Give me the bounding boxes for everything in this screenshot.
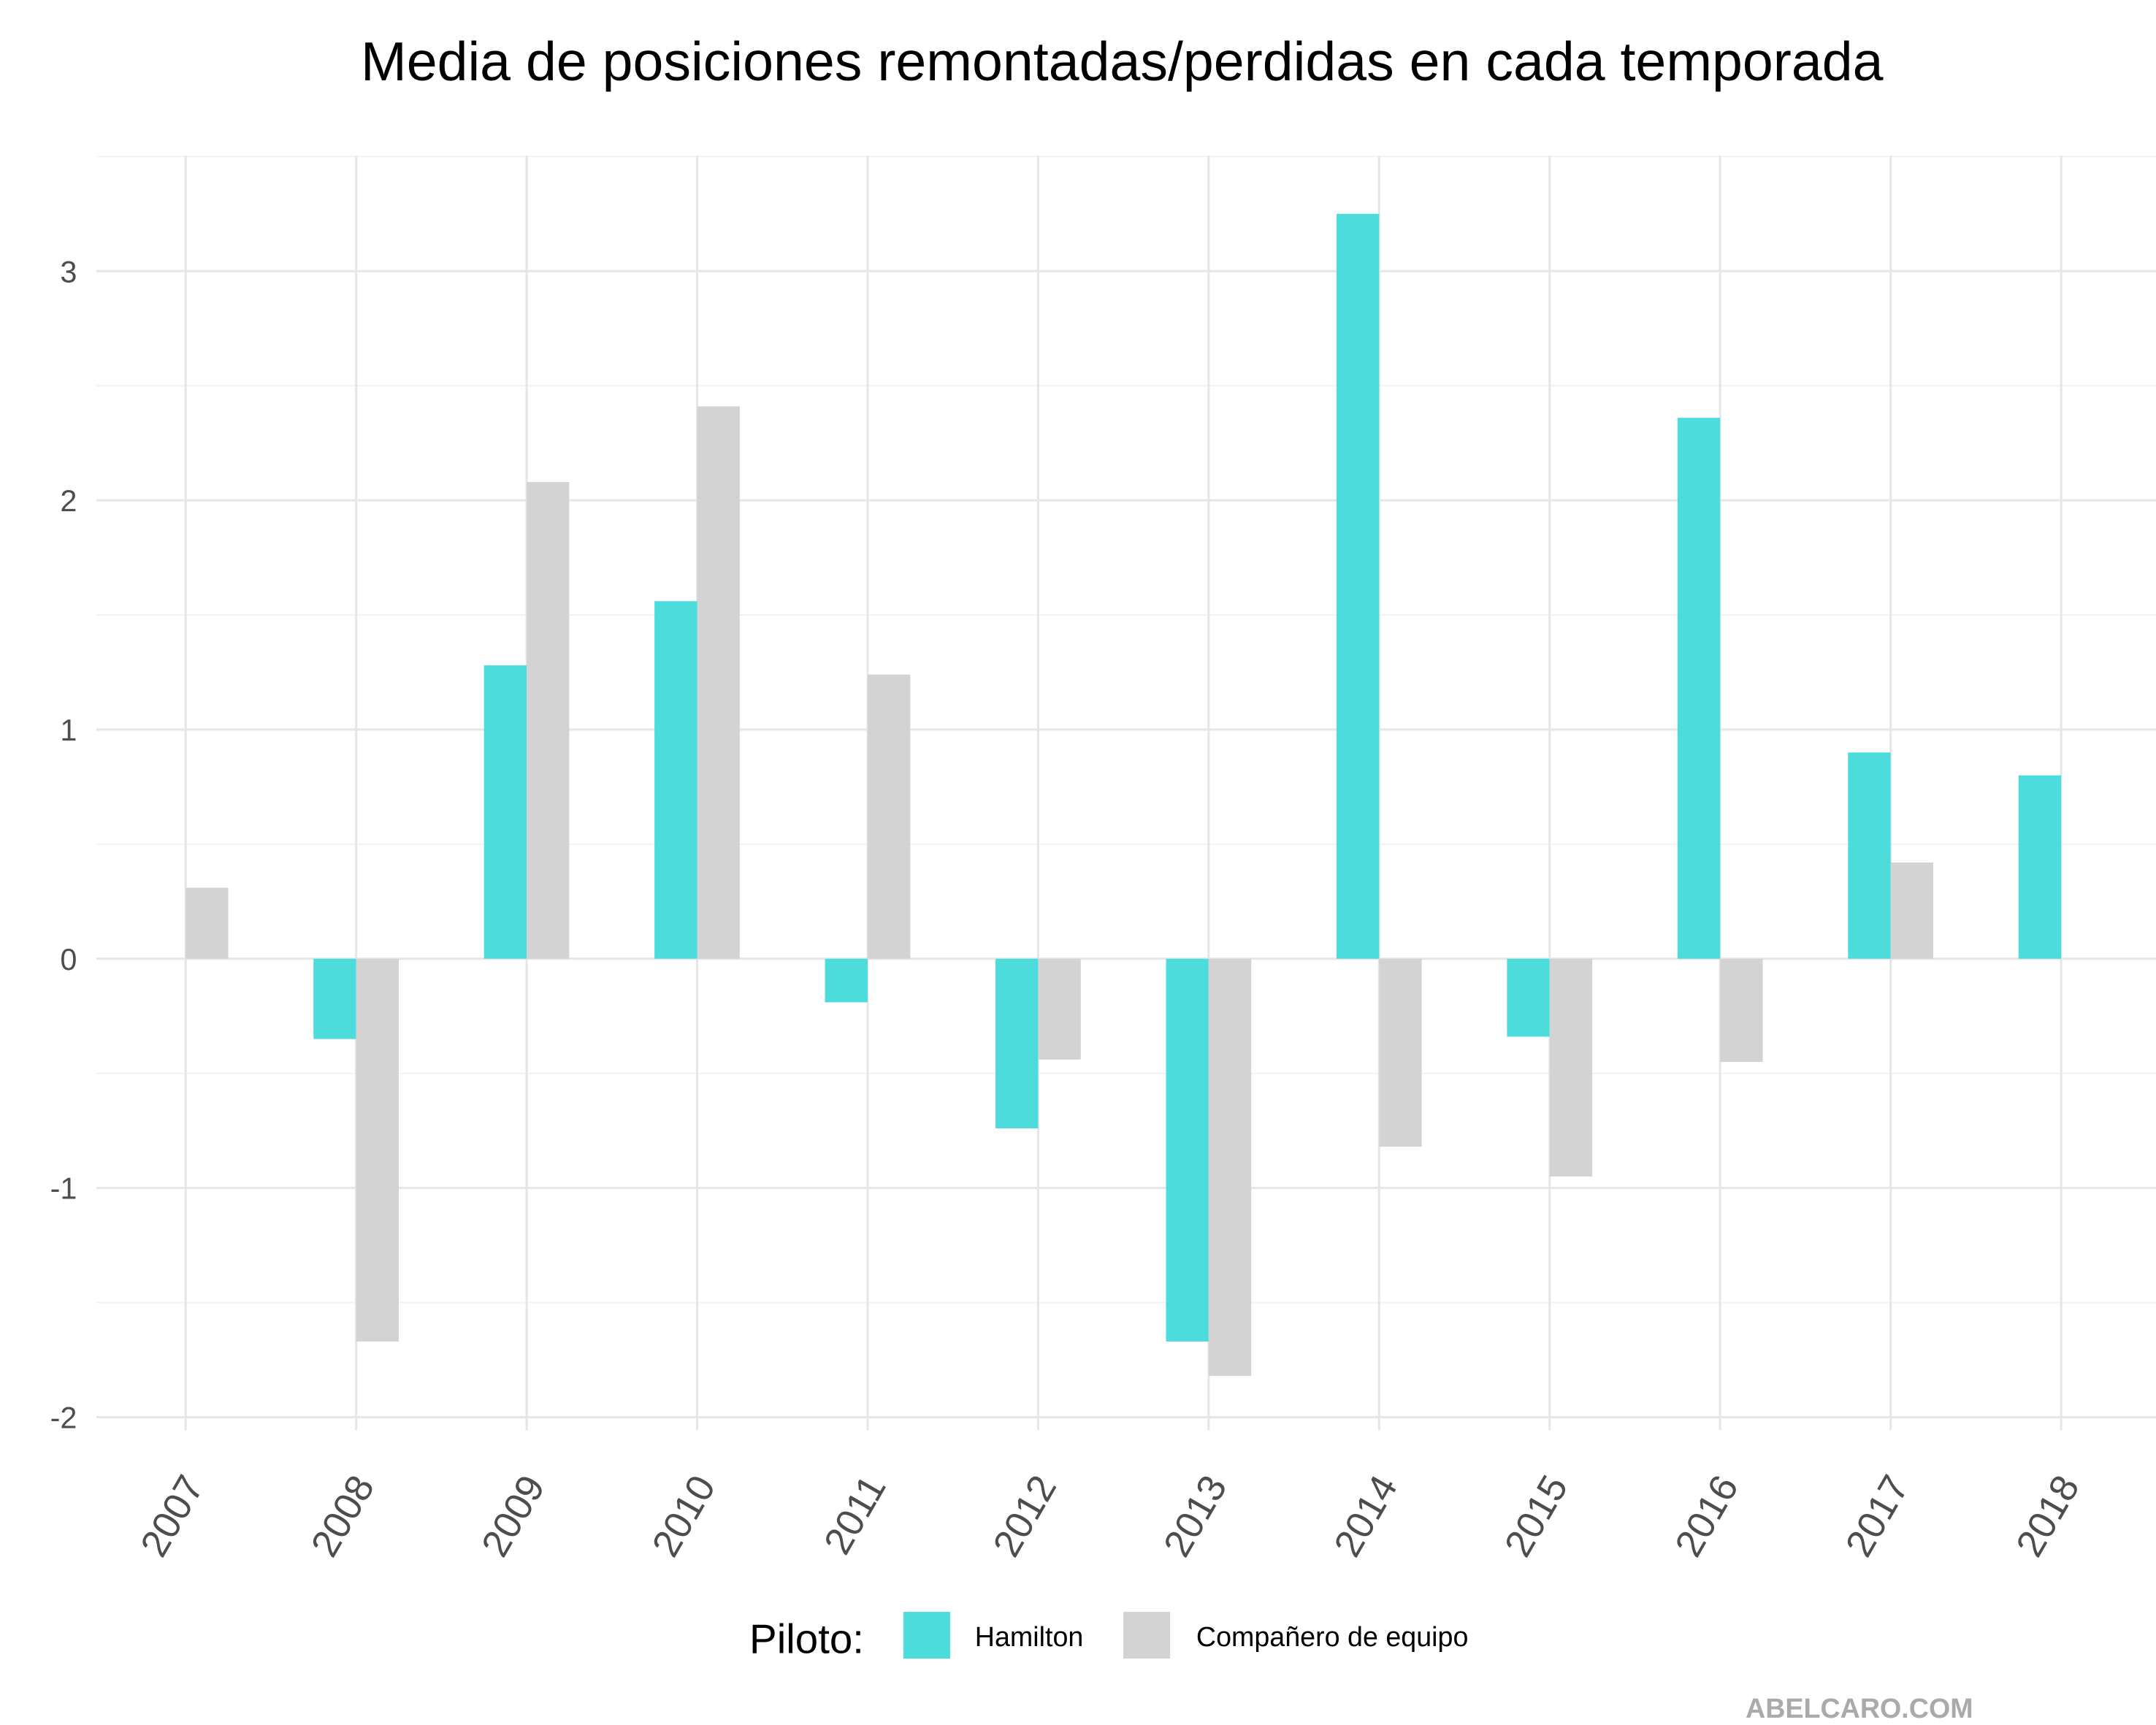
bar-companero-2012: [1038, 958, 1081, 1060]
bar-hamilton-2013: [1166, 958, 1209, 1342]
bar-companero-2009: [527, 482, 570, 959]
bar-hamilton-2014: [1336, 213, 1380, 959]
bar-companero-2014: [1379, 958, 1422, 1147]
bar-companero-2017: [1890, 862, 1934, 959]
x-tick-label: 2014: [1326, 1468, 1406, 1564]
x-axis: 2007 2008 2009 2010 2011 2012 2013 2014 2015 2016…: [132, 1468, 2088, 1564]
x-tick-label: 2009: [473, 1468, 554, 1564]
bar-companero-2013: [1208, 958, 1252, 1376]
x-tick-label: 2007: [132, 1468, 213, 1564]
bar-hamilton-2009: [483, 665, 527, 959]
chart-title: Media de posiciones remontadas/perdidas …: [361, 31, 1884, 92]
bar-hamilton-2012: [995, 958, 1039, 1129]
bar-companero-2016: [1720, 958, 1763, 1063]
x-tick-label: 2016: [1667, 1468, 1747, 1564]
x-tick-label: 2018: [2008, 1468, 2088, 1564]
legend: Piloto: Hamilton Compañero de equipo: [749, 1612, 1469, 1662]
bars: [186, 213, 2062, 1376]
legend-label-hamilton: Hamilton: [975, 1621, 1084, 1652]
bar-companero-2007: [186, 887, 229, 959]
y-tick-label: -1: [50, 1172, 77, 1206]
bar-hamilton-2017: [1848, 752, 1891, 959]
grid: [96, 156, 2156, 1431]
bar-hamilton-2011: [825, 958, 868, 1003]
bar-companero-2015: [1549, 958, 1593, 1177]
legend-label-companero: Compañero de equipo: [1196, 1621, 1469, 1652]
legend-swatch-hamilton: [903, 1612, 950, 1659]
legend-title: Piloto:: [749, 1616, 864, 1662]
y-tick-label: -2: [50, 1401, 77, 1435]
bar-hamilton-2015: [1507, 958, 1550, 1037]
x-tick-label: 2011: [816, 1468, 895, 1561]
caption: ABELCARO.COM: [1746, 1693, 1973, 1724]
bar-companero-2008: [356, 958, 399, 1342]
bar-companero-2010: [697, 406, 740, 959]
legend-swatch-companero: [1123, 1612, 1171, 1659]
x-tick-label: 2008: [303, 1468, 383, 1564]
y-tick-label: 1: [60, 714, 77, 747]
bar-hamilton-2016: [1677, 418, 1721, 959]
y-tick-label: 0: [60, 943, 77, 976]
x-tick-label: 2015: [1496, 1468, 1577, 1564]
x-tick-label: 2012: [985, 1468, 1065, 1564]
x-tick-label: 2013: [1155, 1468, 1236, 1564]
bar-companero-2011: [867, 674, 911, 959]
y-tick-label: 3: [60, 255, 77, 288]
x-tick-label: 2010: [644, 1468, 725, 1564]
y-axis: -2 -1 0 1 2 3: [50, 255, 77, 1434]
y-tick-label: 2: [60, 484, 77, 518]
bar-hamilton-2010: [654, 601, 697, 959]
bar-hamilton-2018: [2018, 775, 2062, 959]
bar-hamilton-2008: [313, 958, 356, 1039]
x-tick-label: 2017: [1838, 1468, 1918, 1564]
